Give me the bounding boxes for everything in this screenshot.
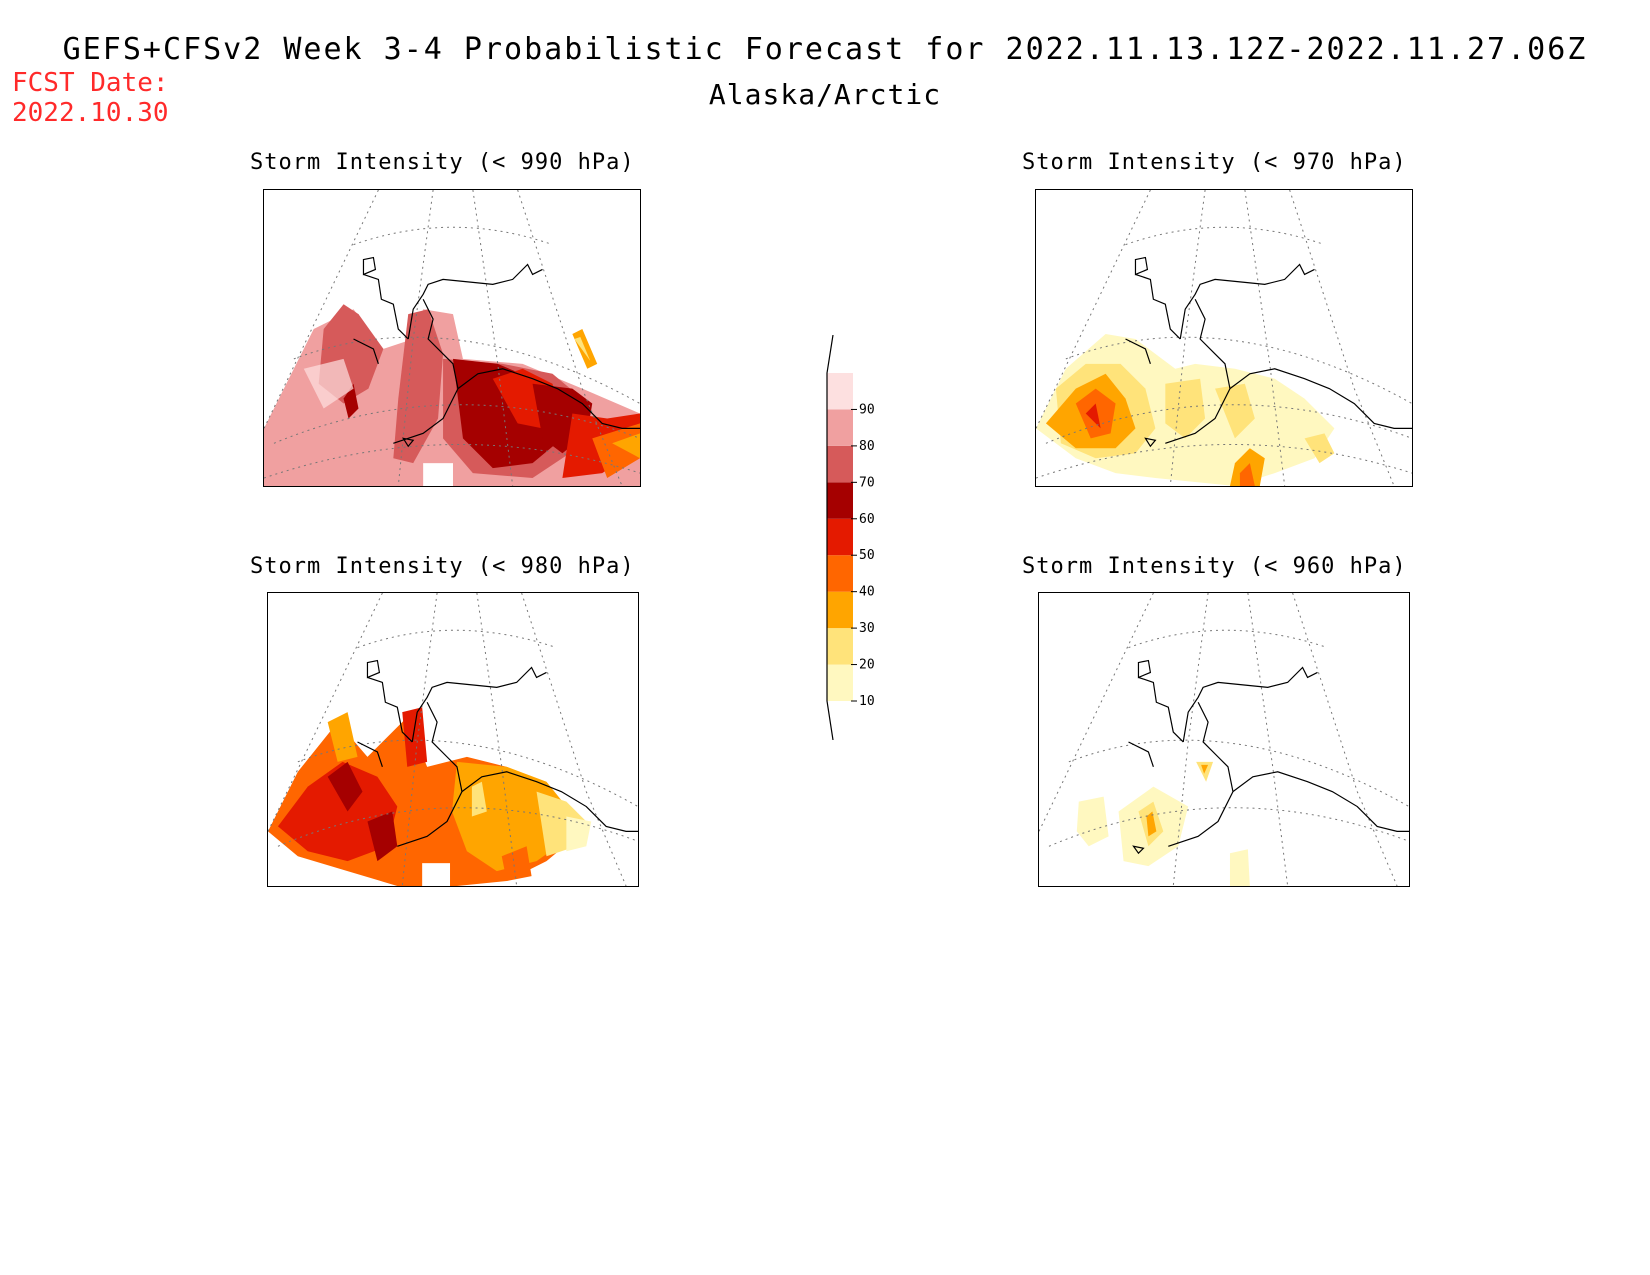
colorbar-label-20: 20: [859, 658, 875, 673]
graticule-990: [264, 190, 640, 486]
map-panel-980: [267, 592, 639, 887]
fcst-date-label: FCST Date:: [12, 68, 169, 98]
coastline-980: [357, 659, 638, 847]
panel-title-960: Storm Intensity (< 960 hPa): [1022, 554, 1407, 579]
colorbar-box-70: [827, 445, 853, 483]
panel-title-990: Storm Intensity (< 990 hPa): [250, 150, 635, 175]
colorbar-box-90: [827, 373, 853, 410]
colorbar-label-80: 80: [859, 439, 875, 454]
colorbar-box-10: [827, 664, 853, 701]
fcst-date-value: 2022.10.30: [12, 98, 169, 128]
colorbar-label-60: 60: [859, 512, 875, 527]
colorbar-box-80: [827, 409, 853, 446]
colorbar-legend: 10 20 30 40 50 60 70 80 90: [826, 335, 875, 740]
probability-field-980: [268, 707, 592, 886]
graticule-980: [268, 593, 638, 886]
colorbar-outline: [826, 335, 834, 740]
colorbar-box-50: [827, 518, 853, 556]
colorbar-label-40: 40: [859, 585, 875, 600]
probability-field-960: [1076, 761, 1250, 886]
colorbar-box-40: [827, 555, 853, 592]
map-panel-960: [1038, 592, 1410, 887]
coastline-960: [1128, 659, 1409, 855]
colorbar-box-20: [827, 628, 853, 665]
panel-title-970: Storm Intensity (< 970 hPa): [1022, 150, 1407, 175]
region-subtitle: Alaska/Arctic: [708, 78, 942, 111]
map-panel-970: [1035, 189, 1413, 487]
coastline-990: [353, 256, 640, 448]
colorbar-box-60: [827, 482, 853, 519]
colorbar-label-70: 70: [859, 475, 875, 490]
probability-field-970: [1036, 334, 1335, 486]
colorbar-label-30: 30: [859, 621, 875, 636]
graticule-960: [1039, 593, 1409, 886]
colorbar-box-30: [827, 591, 853, 629]
graticule-970: [1036, 190, 1412, 486]
colorbar-label-50: 50: [859, 548, 875, 563]
colorbar-label-10: 10: [859, 694, 875, 709]
colorbar-labels: 10 20 30 40 50 60 70 80 90: [851, 402, 875, 709]
colorbar-label-90: 90: [859, 402, 875, 417]
coastline-970: [1125, 256, 1412, 448]
map-panel-990: [263, 189, 641, 487]
probability-field-990: [264, 304, 640, 486]
colorbar-boxes: [827, 373, 853, 701]
panel-title-980: Storm Intensity (< 980 hPa): [250, 554, 635, 579]
main-title: GEFS+CFSv2 Week 3-4 Probabilistic Foreca…: [62, 32, 1588, 67]
